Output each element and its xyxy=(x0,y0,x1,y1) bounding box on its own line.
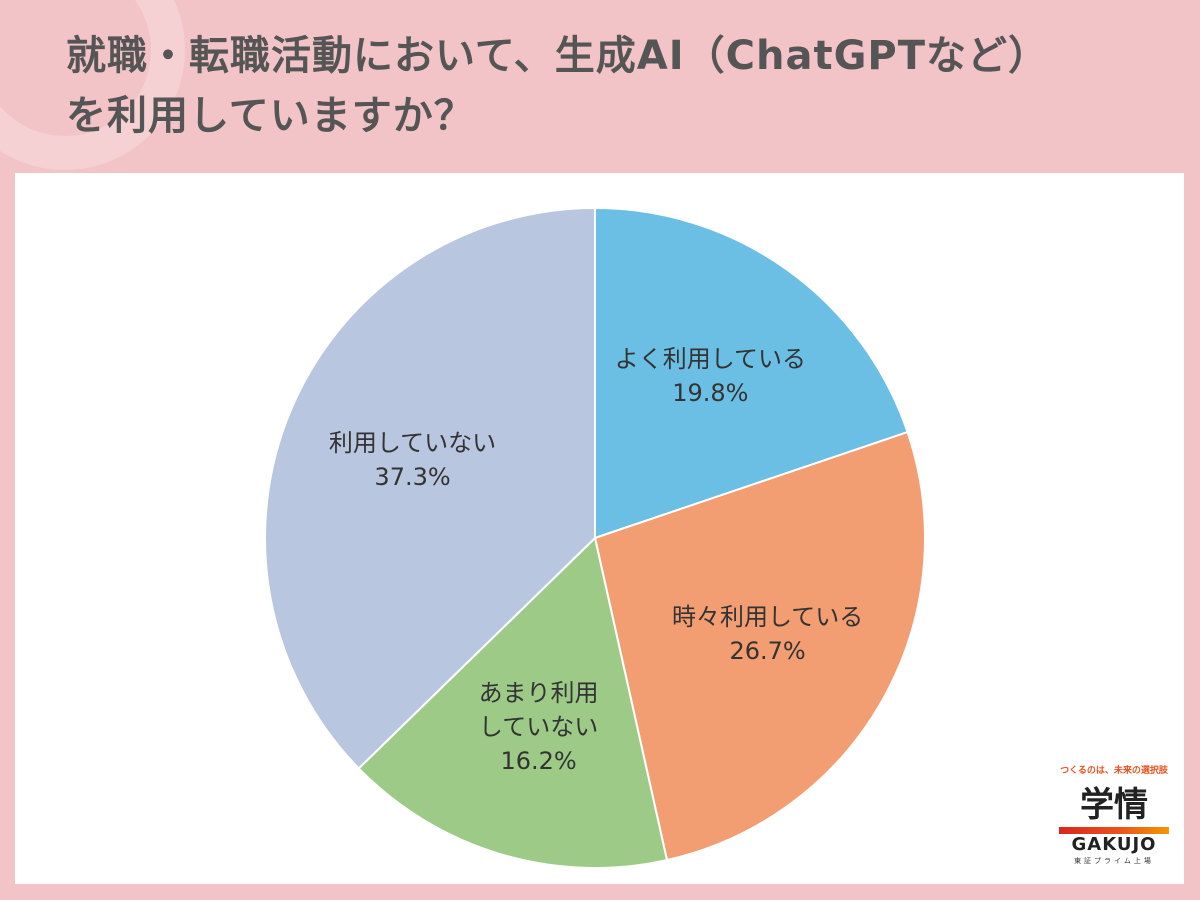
title-line-1: 就職・転職活動において、生成AI（ChatGPTなど） xyxy=(66,33,1050,79)
slice-category-label: 利用していない xyxy=(329,429,496,457)
logo-subtext: 東証プライム上場 xyxy=(1074,857,1154,865)
logo-wordmark: GAKUJO xyxy=(1071,834,1157,855)
slice-value-label: 26.7% xyxy=(729,637,805,665)
slice-label-1: 時々利用している 26.7% xyxy=(672,603,863,665)
chart-card: よく利用している 19.8% 時々利用している 26.7% あまり利用していない 16.2… xyxy=(15,173,1184,884)
logo-mark: 学情 xyxy=(1080,785,1148,825)
slice-value-label: 16.2% xyxy=(500,747,576,775)
slice-category-label: あまり利用 xyxy=(479,679,599,707)
slice-category-label: していない xyxy=(479,713,598,741)
pie-slice-3 xyxy=(264,206,596,770)
slice-value-label: 19.8% xyxy=(672,379,748,407)
slice-value-label: 37.3% xyxy=(374,463,450,491)
pie-slice-2 xyxy=(357,536,669,869)
logo-color-bar xyxy=(1059,827,1169,834)
slice-category-label: 時々利用している xyxy=(672,603,863,631)
gakujo-logo: つくるのは、未来の選択肢 学情 GAKUJO 東証プライム上場 xyxy=(1055,765,1173,877)
chart-title: 就職・転職活動において、生成AI（ChatGPTなど） を利用していますか？ xyxy=(66,26,1176,146)
pie-slice-1 xyxy=(593,430,926,862)
slice-category-label: よく利用している xyxy=(615,345,806,373)
logo-tagline: つくるのは、未来の選択肢 xyxy=(1060,766,1168,776)
pie-slice-0 xyxy=(594,206,909,540)
slice-label-3: 利用していない 37.3% xyxy=(329,429,496,491)
slice-label-0: よく利用している 19.8% xyxy=(615,345,806,407)
title-line-2: を利用していますか？ xyxy=(66,93,475,139)
